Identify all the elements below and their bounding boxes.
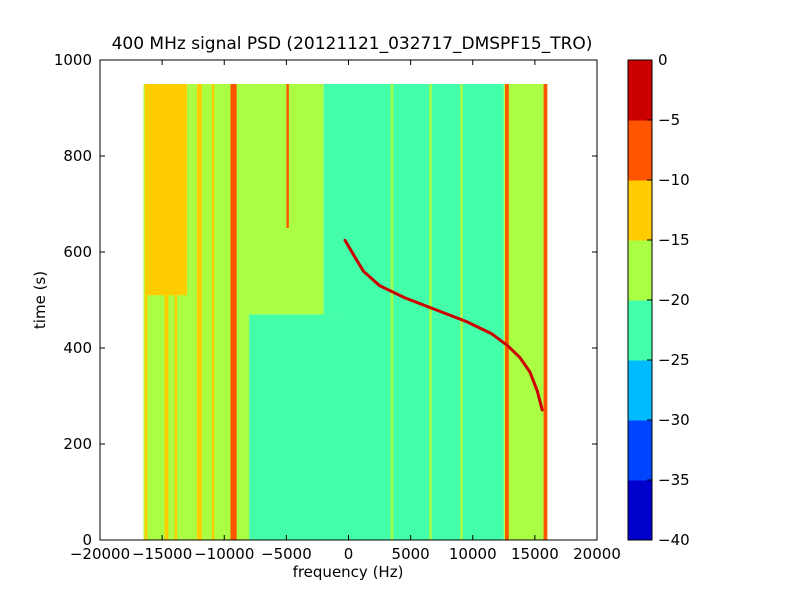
x-tick-label: −10000 <box>194 545 254 563</box>
colorbar-segment <box>628 180 652 241</box>
spectrogram-region-4 <box>348 84 504 540</box>
plot-area: −20000 −15000 −10000 −5000 0 5000 10000 15000 20… <box>54 51 621 563</box>
spectral-line-3 <box>196 84 202 540</box>
y-tick-label: 1000 <box>54 51 92 69</box>
x-tick-label: 10000 <box>449 545 497 563</box>
colorbar-tick-label: 0 <box>658 51 668 69</box>
doppler-curve <box>343 239 544 411</box>
x-tick-label: 0 <box>344 545 354 563</box>
x-tick-label: −15000 <box>132 545 192 563</box>
spectral-line-1 <box>164 84 169 540</box>
colorbar-tick-label: −40 <box>658 531 690 549</box>
spectral-line-11 <box>543 84 548 540</box>
x-tick-label: −20000 <box>70 545 130 563</box>
y-tick-label: 400 <box>63 339 92 357</box>
spectrogram-region-1 <box>249 314 349 540</box>
colorbar-segment <box>628 480 652 541</box>
spectral-line-6 <box>286 84 289 228</box>
y-tick-label: 600 <box>63 243 92 261</box>
y-tick-label: 200 <box>63 435 92 453</box>
spectral-line-7 <box>390 84 394 540</box>
colorbar-tick-label: −15 <box>658 231 690 249</box>
colorbar-segment <box>628 240 652 301</box>
chart-title: 400 MHz signal PSD (20121121_032717_DMSP… <box>112 34 593 54</box>
x-tick-label: 15000 <box>511 545 559 563</box>
colorbar-tick-label: −20 <box>658 291 690 309</box>
spectrogram-region-3 <box>323 84 349 315</box>
colorbar-segment <box>628 60 652 121</box>
colorbar-segment <box>628 120 652 181</box>
spectrogram-cells <box>143 84 548 540</box>
colorbar-tick-label: −30 <box>658 411 690 429</box>
colorbar-tick-label: −35 <box>658 471 690 489</box>
spectral-line-10 <box>505 84 509 540</box>
spectral-line-4 <box>211 84 215 540</box>
colorbar-tick-label: −5 <box>658 111 680 129</box>
colorbar: −40 −35 −30 −25 −20 −15 −10 −5 0 <box>627 51 690 549</box>
colorbar-tick-label: −10 <box>658 171 690 189</box>
y-axis-ticks: 0 200 400 600 800 1000 <box>54 51 597 549</box>
spectral-line-2 <box>174 84 178 540</box>
colorbar-segment <box>628 300 652 361</box>
x-tick-label: 20000 <box>573 545 621 563</box>
colorbar-tick-label: −25 <box>658 351 690 369</box>
colorbar-segment <box>628 420 652 481</box>
spectrogram-region-5 <box>503 84 548 540</box>
x-tick-label: −5000 <box>261 545 312 563</box>
spectral-line-9 <box>460 84 463 540</box>
spectral-line-5 <box>230 84 237 540</box>
spectral-lines <box>144 84 548 540</box>
y-tick-label: 800 <box>63 147 92 165</box>
x-axis-ticks: −20000 −15000 −10000 −5000 0 5000 10000 15000 20… <box>70 60 621 563</box>
spectral-line-8 <box>429 84 432 540</box>
y-tick-label: 0 <box>82 531 92 549</box>
spectral-line-0 <box>144 84 148 540</box>
colorbar-segment <box>628 360 652 421</box>
x-axis-label: frequency (Hz) <box>293 563 404 581</box>
y-axis-label: time (s) <box>31 271 49 329</box>
x-tick-label: 5000 <box>392 545 430 563</box>
